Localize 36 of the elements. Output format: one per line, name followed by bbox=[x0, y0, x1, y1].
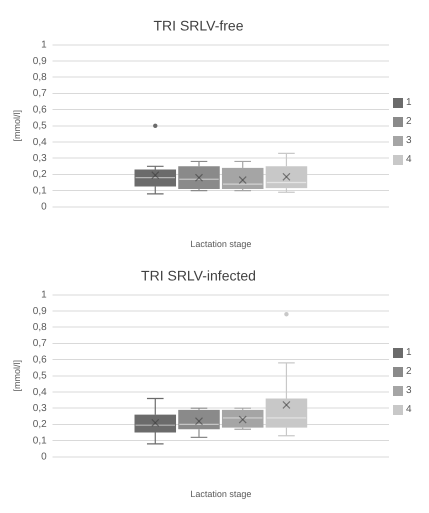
y-tick-label: 0,1 bbox=[32, 435, 48, 446]
y-tick-label: 0,6 bbox=[32, 104, 48, 116]
y-tick-label: 0,3 bbox=[32, 402, 48, 414]
y-tick-label: 0,5 bbox=[32, 370, 48, 382]
legend-label: 2 bbox=[406, 366, 412, 377]
legend-label: 4 bbox=[406, 154, 412, 165]
x-axis-title: Lactation stage bbox=[190, 489, 252, 500]
y-axis-title: [mmol/l] bbox=[12, 360, 22, 392]
y-tick-label: 0,8 bbox=[32, 322, 48, 333]
chart-title: TRI SRLV-free bbox=[154, 17, 244, 34]
y-tick-label: 0 bbox=[41, 452, 48, 463]
x-axis-title: Lactation stage bbox=[190, 239, 252, 250]
legend-label: 4 bbox=[406, 404, 412, 415]
y-tick-label: 0,9 bbox=[32, 56, 48, 67]
legend-label: 1 bbox=[406, 347, 412, 358]
y-tick-label: 0,3 bbox=[32, 152, 48, 164]
y-tick-label: 0 bbox=[41, 202, 48, 213]
legend-label: 3 bbox=[406, 135, 412, 146]
y-tick-label: 0,4 bbox=[32, 386, 48, 398]
y-tick-label: 0,4 bbox=[32, 136, 48, 148]
y-tick-label: 0,8 bbox=[32, 72, 48, 83]
y-tick-label: 0,1 bbox=[32, 185, 48, 196]
y-tick-label: 0,9 bbox=[32, 306, 48, 317]
y-axis-title: [mmol/l] bbox=[12, 110, 22, 142]
y-tick-label: 0,7 bbox=[32, 338, 48, 350]
chart-title: TRI SRLV-infected bbox=[141, 267, 256, 284]
legend-label: 2 bbox=[406, 116, 412, 127]
legend-label: 3 bbox=[406, 385, 412, 396]
y-tick-label: 0,6 bbox=[32, 354, 48, 366]
y-tick-label: 0,2 bbox=[32, 169, 48, 180]
y-tick-label: 1 bbox=[41, 40, 48, 51]
y-tick-label: 0,2 bbox=[32, 419, 48, 430]
y-tick-label: 0,5 bbox=[32, 120, 48, 132]
y-tick-label: 0,7 bbox=[32, 88, 48, 100]
legend-label: 1 bbox=[406, 97, 412, 108]
y-tick-label: 1 bbox=[41, 290, 48, 301]
